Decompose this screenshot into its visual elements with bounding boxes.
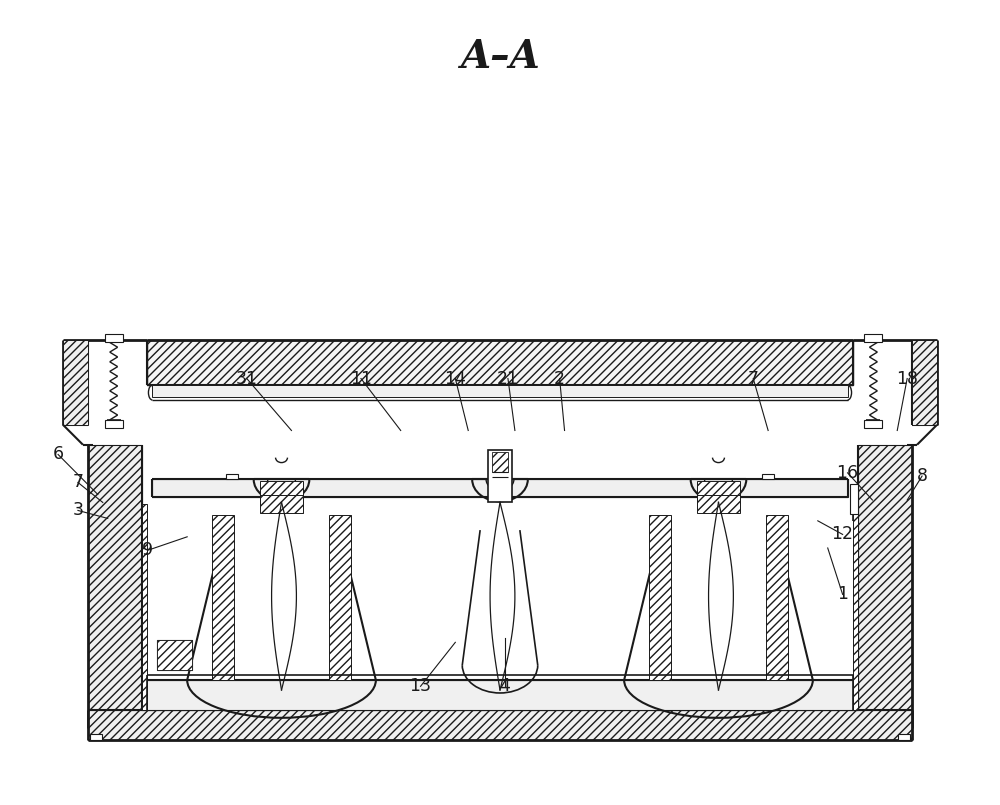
- Text: 12: 12: [832, 526, 854, 543]
- Text: 14: 14: [444, 369, 466, 387]
- Text: 4: 4: [500, 677, 510, 696]
- Text: 1: 1: [837, 585, 848, 604]
- Text: 31: 31: [236, 369, 258, 387]
- Bar: [142, 680, 858, 710]
- Bar: [157, 640, 192, 670]
- Bar: [766, 515, 788, 680]
- Bar: [697, 495, 740, 514]
- Bar: [850, 485, 858, 514]
- Bar: [88, 444, 142, 728]
- Bar: [90, 733, 102, 740]
- Text: 2: 2: [554, 369, 565, 387]
- Bar: [898, 733, 910, 740]
- Bar: [864, 420, 882, 427]
- Bar: [912, 341, 937, 425]
- Bar: [152, 480, 848, 497]
- Bar: [762, 473, 774, 480]
- Bar: [142, 504, 147, 710]
- Text: 7: 7: [748, 369, 759, 387]
- Text: 7: 7: [72, 473, 83, 491]
- Text: A–A: A–A: [460, 39, 540, 76]
- Bar: [226, 473, 238, 480]
- Bar: [488, 450, 512, 502]
- Bar: [152, 385, 848, 397]
- Bar: [212, 515, 234, 680]
- Bar: [858, 444, 912, 728]
- Text: 3: 3: [72, 502, 83, 519]
- Text: 18: 18: [896, 369, 918, 387]
- Bar: [649, 515, 671, 680]
- Bar: [853, 504, 858, 710]
- Bar: [157, 640, 192, 670]
- Bar: [147, 341, 853, 385]
- Text: 11: 11: [350, 369, 372, 387]
- Text: 8: 8: [917, 467, 928, 485]
- Bar: [105, 334, 123, 342]
- Text: 13: 13: [410, 677, 432, 696]
- Bar: [260, 495, 303, 514]
- Text: 21: 21: [497, 369, 519, 387]
- Bar: [864, 334, 882, 342]
- Text: 9: 9: [142, 542, 153, 559]
- Bar: [88, 710, 912, 740]
- Bar: [492, 452, 508, 472]
- Bar: [697, 481, 740, 503]
- Text: 16: 16: [837, 464, 859, 482]
- Bar: [329, 515, 351, 680]
- Bar: [63, 341, 88, 425]
- Text: 6: 6: [53, 445, 64, 464]
- Bar: [105, 420, 123, 427]
- Bar: [260, 481, 303, 503]
